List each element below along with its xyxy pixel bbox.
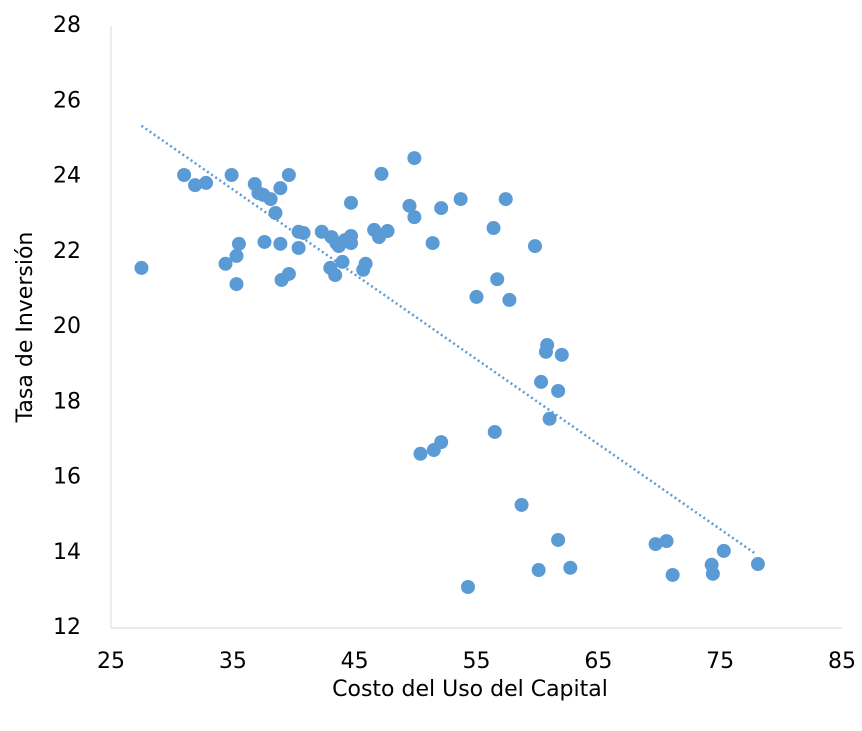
point	[469, 289, 484, 304]
point	[281, 167, 296, 182]
point	[705, 566, 720, 581]
point	[268, 205, 283, 220]
point	[665, 567, 680, 582]
point	[542, 411, 557, 426]
point	[134, 260, 149, 275]
point	[716, 543, 731, 558]
point	[407, 151, 422, 166]
point	[229, 277, 244, 292]
point	[328, 268, 343, 283]
point	[551, 532, 566, 547]
point	[538, 344, 553, 359]
y-tick-label: 20	[53, 314, 81, 339]
point	[380, 224, 395, 239]
y-tick-label: 26	[53, 88, 81, 113]
point	[199, 175, 214, 190]
y-tick-label: 24	[53, 164, 81, 189]
x-tick-label: 75	[706, 649, 734, 674]
point	[257, 234, 272, 249]
point	[425, 236, 440, 251]
point	[281, 266, 296, 281]
point	[750, 557, 765, 572]
point	[551, 383, 566, 398]
point	[344, 195, 359, 210]
point	[554, 347, 569, 362]
y-tick-label: 16	[53, 465, 81, 490]
point	[296, 225, 311, 240]
point	[487, 424, 502, 439]
y-tick-label: 22	[53, 239, 81, 264]
point	[374, 166, 389, 181]
x-tick-label: 65	[584, 649, 612, 674]
point	[413, 446, 428, 461]
point	[358, 256, 373, 271]
point	[177, 167, 192, 182]
point	[490, 272, 505, 287]
point	[531, 563, 546, 578]
point	[563, 560, 578, 575]
point	[273, 181, 288, 196]
point	[659, 534, 674, 549]
point	[514, 497, 529, 512]
point	[498, 192, 513, 207]
trendline	[140, 124, 758, 556]
y-tick-label: 12	[53, 615, 81, 640]
point	[460, 579, 475, 594]
x-tick-label: 35	[219, 649, 247, 674]
x-tick-label: 55	[463, 649, 491, 674]
point	[273, 236, 288, 251]
y-tick-label: 18	[53, 389, 81, 414]
point	[453, 192, 468, 207]
point	[335, 254, 350, 269]
point	[291, 240, 306, 255]
point	[502, 292, 517, 307]
point	[402, 198, 417, 213]
point	[527, 239, 542, 254]
point	[188, 178, 203, 193]
point	[229, 248, 244, 263]
point	[344, 236, 359, 251]
point	[263, 192, 278, 207]
y-axis-label: Tasa de Inversión	[13, 232, 38, 424]
point	[534, 374, 549, 389]
x-tick-label: 45	[341, 649, 369, 674]
x-axis-label: Costo del Uso del Capital	[332, 677, 608, 702]
point	[231, 236, 246, 251]
y-tick-label: 14	[53, 540, 81, 565]
x-tick-label: 25	[97, 649, 125, 674]
point	[434, 435, 449, 450]
point	[218, 256, 233, 271]
point	[648, 537, 663, 552]
point	[407, 210, 422, 225]
point	[224, 167, 239, 182]
y-tick-label: 28	[53, 13, 81, 38]
point	[434, 201, 449, 216]
x-tick-label: 85	[828, 649, 856, 674]
point	[486, 221, 501, 236]
